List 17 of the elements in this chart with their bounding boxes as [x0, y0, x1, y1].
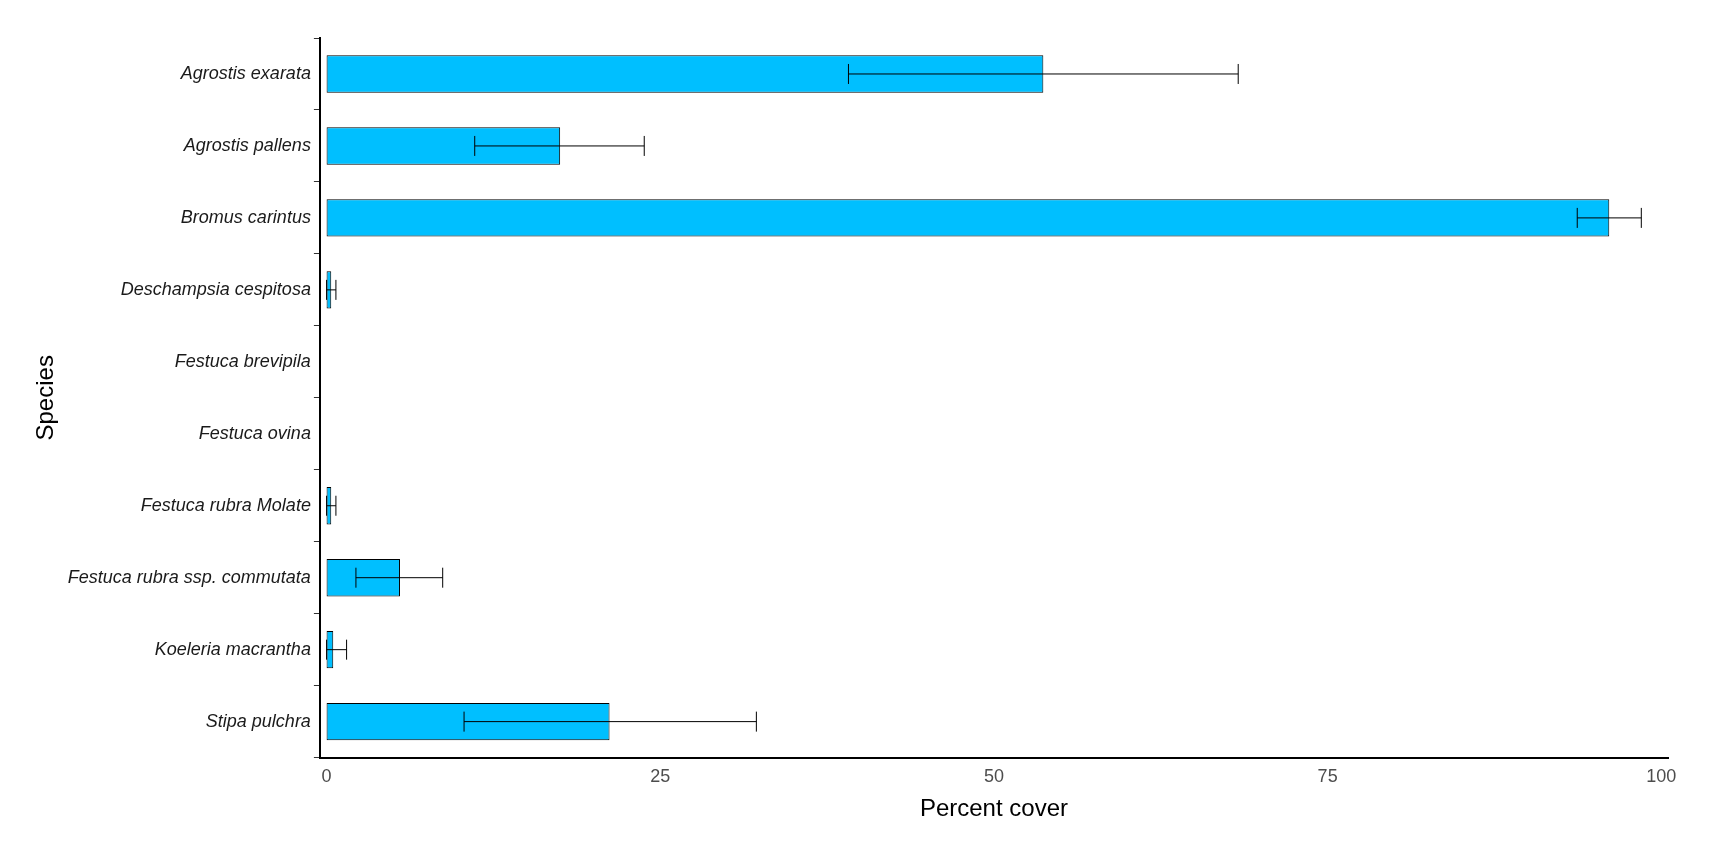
y-tick-label: Deschampsia cespitosa — [120, 278, 311, 299]
y-tick-label: Koeleria macrantha — [154, 638, 311, 659]
x-tick-label: 100 — [1646, 766, 1677, 787]
x-tick-label: 0 — [321, 766, 332, 787]
y-tick-label: Festuca rubra ssp. commutata — [67, 566, 311, 587]
y-tick-label: Bromus carintus — [180, 206, 311, 227]
y-tick-label: Festuca brevipila — [174, 350, 311, 371]
x-tick-label: 25 — [650, 766, 671, 787]
y-tick-label: Stipa pulchra — [205, 710, 311, 731]
y-tick-label: Agrostis pallens — [182, 134, 311, 155]
y-axis-title: Species — [31, 355, 59, 441]
x-tick-label: 50 — [983, 766, 1004, 787]
x-axis-title: Percent cover — [919, 794, 1068, 822]
y-tick-label: Festuca ovina — [198, 422, 311, 443]
y-tick-label: Agrostis exarata — [179, 62, 311, 83]
y-tick-label: Festuca rubra Molate — [140, 494, 311, 515]
x-tick-label: 75 — [1317, 766, 1338, 787]
